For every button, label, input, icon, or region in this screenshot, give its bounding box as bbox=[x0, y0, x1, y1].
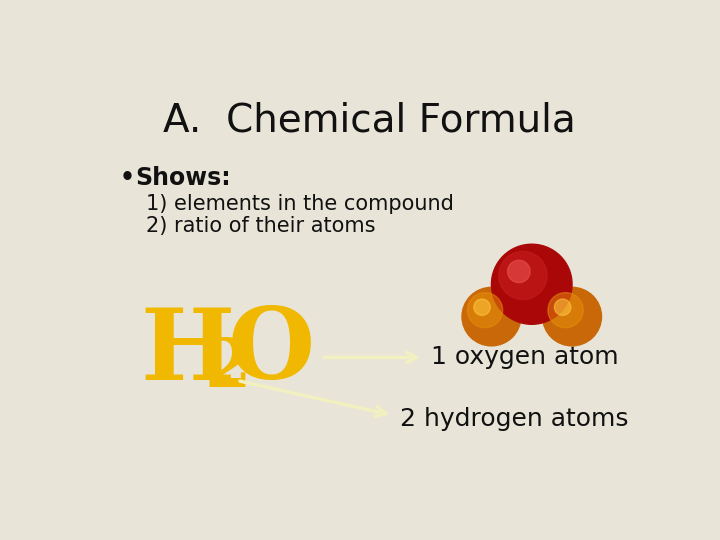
Text: Shows:: Shows: bbox=[135, 166, 230, 191]
Circle shape bbox=[508, 260, 530, 282]
Circle shape bbox=[462, 287, 521, 346]
Circle shape bbox=[543, 287, 601, 346]
Text: •: • bbox=[120, 166, 135, 191]
Circle shape bbox=[467, 293, 503, 328]
Text: 2) ratio of their atoms: 2) ratio of their atoms bbox=[145, 215, 375, 236]
Circle shape bbox=[474, 299, 490, 315]
Circle shape bbox=[492, 244, 572, 325]
Text: H: H bbox=[140, 303, 235, 401]
Text: 2 hydrogen atoms: 2 hydrogen atoms bbox=[400, 407, 629, 431]
Circle shape bbox=[548, 293, 583, 328]
Text: 2: 2 bbox=[204, 336, 251, 401]
Text: O: O bbox=[228, 303, 315, 401]
Text: A.  Chemical Formula: A. Chemical Formula bbox=[163, 102, 575, 140]
Text: 1) elements in the compound: 1) elements in the compound bbox=[145, 194, 454, 214]
Text: 1 oxygen atom: 1 oxygen atom bbox=[431, 346, 618, 369]
Circle shape bbox=[499, 252, 547, 300]
Circle shape bbox=[554, 299, 571, 315]
